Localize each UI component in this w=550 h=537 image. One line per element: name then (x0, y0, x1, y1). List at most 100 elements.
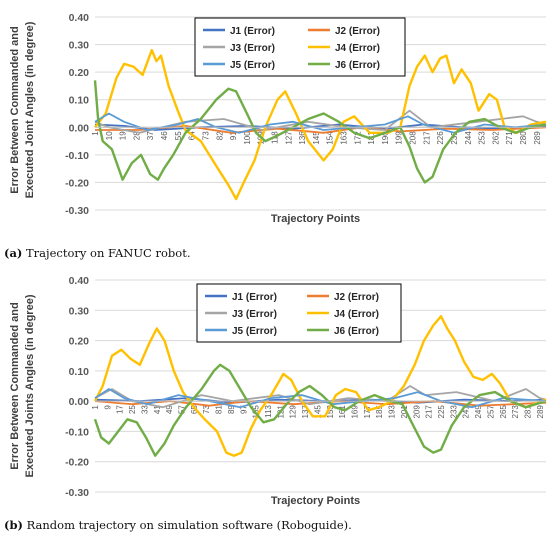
y-tick-label: 0.40 (69, 12, 90, 24)
chart-b: 0.400.300.200.100.00-0.10-0.20-0.301 9 17 2… (9, 275, 547, 507)
legend-label-j4: J4 (Error) (334, 309, 379, 320)
x-tick-label: 161 (338, 405, 347, 419)
legend-label-j1: J1 (Error) (232, 292, 277, 303)
x-tick-label: 25 (128, 405, 137, 414)
x-tick-label: 57 (177, 405, 186, 414)
y-tick-label: -0.30 (65, 487, 89, 499)
x-tick-label: 129 (289, 405, 298, 419)
x-tick-label: 33 (140, 405, 149, 414)
x-tick-label: 262 (491, 131, 500, 145)
legend-label-j1: J1 (Error) (230, 26, 275, 37)
x-tick-label: 19 (119, 131, 128, 140)
legend-box (196, 283, 402, 343)
legend-label-j5: J5 (Error) (232, 326, 277, 337)
x-tick-label: 280 (519, 131, 528, 145)
series-line-j6 (93, 80, 547, 184)
x-tick-label: 177 (363, 405, 372, 419)
series-line-j4 (94, 48, 547, 201)
x-tick-label: 201 (400, 405, 409, 419)
x-tick-label: 235 (450, 131, 459, 145)
legend-label-j2: J2 (Error) (335, 26, 380, 37)
x-tick-label: 185 (375, 405, 384, 419)
x-tick-label: 145 (313, 405, 322, 419)
y-axis-label-line1: Error Between Commanded and (9, 26, 21, 193)
x-tick-label: 10 (105, 131, 114, 140)
chart-a: 0.40 0.30 0.20 0.10 0.00 -0.10 -0.20 -0.30 1 10 19… (9, 12, 547, 225)
x-tick-label: 281 (523, 405, 532, 419)
x-tick-label: 153 (326, 405, 335, 419)
y-axis-label-line2: Executed Joints Angles (in degree) (24, 294, 36, 477)
x-tick-label: 253 (478, 131, 487, 145)
x-tick-label: 73 (202, 405, 211, 414)
x-tick-label: 136 (298, 131, 307, 145)
legend-label-j3: J3 (Error) (230, 43, 275, 54)
x-tick-label: 257 (486, 405, 495, 419)
x-tick-label: 154 (326, 131, 335, 145)
legend-label-j5: J5 (Error) (230, 60, 275, 71)
x-tick-label: 249 (474, 405, 483, 419)
y-tick-label: 0.00 (69, 122, 90, 134)
y-tick-label: 0.40 (69, 275, 90, 287)
legend-label-j2: J2 (Error) (334, 292, 379, 303)
x-tick-label: 41 (153, 405, 162, 414)
x-tick-label: 82 (215, 131, 224, 140)
legend-label-j6: J6 (Error) (334, 326, 379, 337)
legend-label-j4: J4 (Error) (335, 43, 380, 54)
series-line-j5 (94, 112, 547, 134)
y-tick-label: -0.10 (65, 426, 89, 438)
x-tick-label: 209 (412, 405, 421, 419)
legend-label-j6: J6 (Error) (335, 60, 380, 71)
x-tick-label: 208 (409, 131, 418, 145)
series-line-j6 (93, 363, 547, 457)
x-tick-label: 145 (312, 131, 321, 145)
y-tick-label: 0.20 (69, 67, 90, 79)
caption-a: (a) Trajectory on FANUC robot. (4, 246, 191, 260)
x-tick-label: 91 (229, 131, 238, 140)
x-tick-label: 172 (353, 131, 362, 145)
y-tick-label: -0.10 (65, 150, 89, 162)
caption-a-label: (a) (4, 246, 23, 260)
x-tick-label: 199 (395, 131, 404, 145)
x-tick-label: 37 (146, 131, 155, 140)
x-tick-label: 46 (160, 131, 169, 140)
x-tick-label: 233 (449, 405, 458, 419)
y-tick-label: 0.30 (69, 305, 90, 317)
x-tick-label: 226 (436, 131, 445, 145)
x-tick-label: 100 (243, 131, 252, 145)
legend-label-j3: J3 (Error) (232, 309, 277, 320)
x-tick-label: 241 (462, 405, 471, 419)
x-tick-label: 55 (174, 131, 183, 140)
x-tick-label: 244 (464, 131, 473, 145)
x-tick-label: 289 (536, 405, 545, 419)
x-tick-label: 137 (301, 405, 310, 419)
x-axis-label: Trajectory Points (271, 495, 360, 507)
y-tick-label: -0.20 (65, 457, 89, 469)
x-tick-label: 17 (116, 405, 125, 414)
legend: J1 (Error) J2 (Error) J3 (Error) J4 (Error)… (194, 17, 406, 77)
caption-b-label: (b) (4, 518, 23, 532)
series-line-j4 (93, 315, 547, 457)
x-tick-label: 105 (252, 405, 261, 419)
x-tick-label: 225 (437, 405, 446, 419)
x-tick-label: 217 (425, 405, 434, 419)
caption-b-text: Random trajectory on simulation software… (22, 518, 352, 532)
x-tick-label: 273 (511, 405, 520, 419)
x-tick-label: 127 (284, 131, 293, 145)
x-tick-label: 163 (340, 131, 349, 145)
y-tick-label: -0.20 (65, 177, 89, 189)
x-tick-label: 190 (381, 131, 390, 145)
x-tick-label: 271 (505, 131, 514, 145)
x-tick-label: 89 (227, 405, 236, 414)
x-tick-label: 73 (201, 131, 210, 140)
x-tick-label: 193 (388, 405, 397, 419)
y-tick-label: 0.00 (69, 396, 90, 408)
series-line-j5 (94, 388, 547, 409)
y-tick-label: 0.10 (69, 95, 90, 107)
caption-a-text: Trajectory on FANUC robot. (22, 246, 191, 260)
y-tick-label: -0.30 (65, 205, 89, 217)
x-axis-label: Trajectory Points (271, 213, 360, 225)
legend-box (194, 17, 406, 77)
y-tick-label: 0.30 (69, 40, 90, 52)
y-tick-label: 0.20 (69, 336, 90, 348)
x-tick-label: 9 (103, 405, 112, 410)
